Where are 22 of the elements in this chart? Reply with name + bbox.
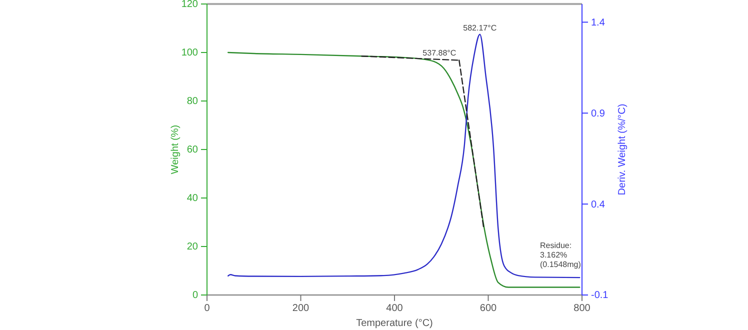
- x-axis-title: Temperature (°C): [356, 318, 433, 329]
- y2-tick-label: 0.9: [591, 108, 606, 120]
- y-tick-label: 80: [186, 96, 198, 108]
- annotation: Residue: 3.162% (0.1548mg): [540, 241, 582, 269]
- annotation: 582.17°C: [463, 24, 497, 33]
- x-tick-label: 600: [480, 303, 498, 314]
- annotation: 537.88°C: [422, 48, 456, 58]
- y-tick-label: 20: [186, 242, 198, 253]
- y-axis-title: Weight (%): [170, 124, 181, 174]
- y2-tick-label: -0.1: [591, 290, 609, 302]
- y-tick-label: 100: [181, 48, 198, 59]
- y2-tick-label: 1.4: [591, 17, 606, 28]
- y-tick-label: 60: [186, 144, 198, 156]
- x-tick-label: 200: [292, 303, 310, 314]
- y-tick-label: 40: [186, 193, 198, 204]
- y-tick-label: 120: [181, 0, 198, 10]
- x-tick-label: 800: [574, 303, 591, 314]
- x-tick-label: 400: [386, 303, 404, 314]
- y2-axis-title: Deriv. Weight (%/°C): [617, 104, 628, 196]
- y2-tick-label: 0.4: [591, 199, 606, 210]
- x-tick-label: 0: [204, 303, 210, 314]
- y-tick-label: 0: [192, 290, 198, 302]
